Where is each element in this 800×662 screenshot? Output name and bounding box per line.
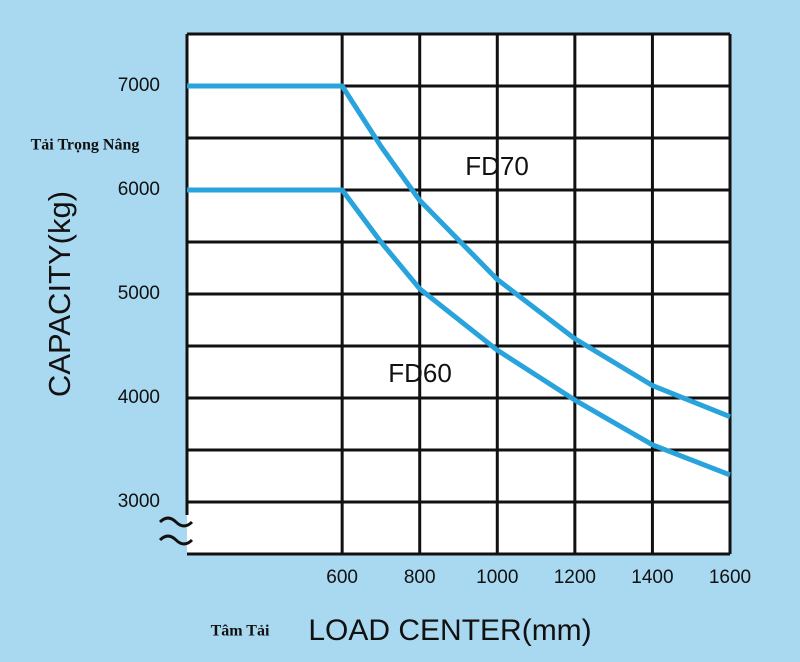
y-tick-label: 4000 (118, 387, 160, 408)
x-tick-label: 1600 (709, 567, 751, 588)
y-tick-label: 5000 (118, 283, 160, 304)
axis-break (158, 516, 194, 546)
x-tick-label: 1400 (631, 567, 673, 588)
y-tick-label: 3000 (118, 491, 160, 512)
x-title-vn: Tâm Tải (211, 623, 270, 640)
y-tick-label: 6000 (118, 179, 160, 200)
series-line (187, 187, 731, 478)
x-title: LOAD CENTER(mm) (308, 614, 591, 647)
y-title-vn: Tải Trọng Nâng (31, 137, 140, 154)
x-tick-label: 600 (326, 567, 358, 588)
series-line (187, 83, 731, 420)
series-label: FD70 (465, 151, 529, 181)
x-tick-label: 800 (404, 567, 436, 588)
x-tick-label: 1200 (554, 567, 596, 588)
y-title: CAPACITY(kg) (42, 191, 77, 397)
x-tick-label: 1000 (476, 567, 518, 588)
y-tick-label: 7000 (118, 75, 160, 96)
series-label: FD60 (388, 358, 452, 388)
